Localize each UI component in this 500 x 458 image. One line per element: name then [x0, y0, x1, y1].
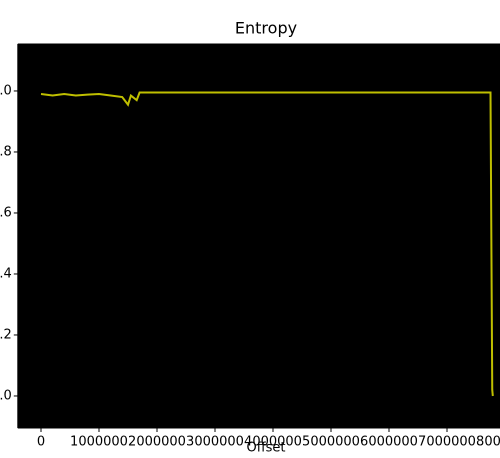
x-tick-label: 2000000	[128, 435, 186, 450]
x-tick-label: 7000000	[418, 435, 476, 450]
y-tick-label: 0.6	[0, 205, 12, 220]
x-tick-label: 1000000	[70, 435, 128, 450]
plot-area	[17, 44, 500, 428]
y-tick-label: 0.4	[0, 266, 12, 281]
line	[40, 91, 494, 397]
x-tick-label: 5000000	[302, 435, 360, 450]
y-tick-label: 0.0	[0, 388, 12, 403]
y-tick-label: 0.2	[0, 327, 12, 342]
x-tick-label: 3000000	[186, 435, 244, 450]
y-tick-label: 0.8	[0, 144, 12, 159]
x-tick-label: 8000000	[476, 435, 500, 450]
x-tick-label: 4000000	[244, 435, 302, 450]
x-tick-label: 0	[37, 435, 45, 450]
y-tick-label: 1.0	[0, 83, 12, 98]
x-axis-label: Offset	[246, 441, 285, 456]
x-tick-label: 6000000	[360, 435, 418, 450]
chart-title: Entropy	[235, 19, 297, 38]
